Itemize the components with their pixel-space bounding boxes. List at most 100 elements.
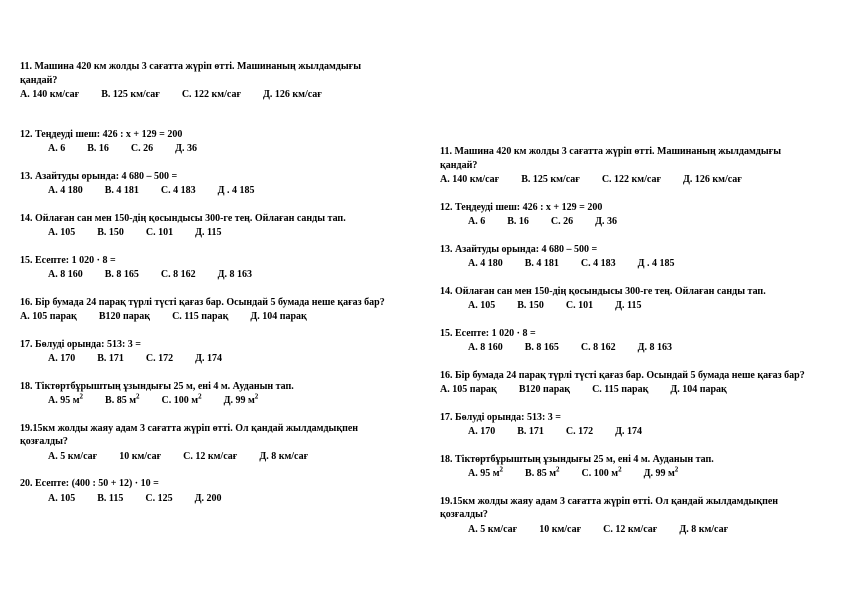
question-text: 13. Азайтуды орында: 4 680 – 500 =	[20, 170, 390, 184]
answer-option: Д. 115	[195, 226, 221, 240]
answer-option: Д. 8 163	[218, 268, 252, 282]
answer-option: A. 105	[48, 226, 75, 240]
answer-options: A. 5 км/сағ 10 км/сағ C. 12 км/сағ Д. 8 км/…	[440, 523, 810, 537]
answer-options: A. 95 м2B. 85 м2C. 100 м2Д. 99 м2	[440, 467, 810, 481]
answer-option: A. 4 180	[468, 257, 503, 271]
answer-options: A. 105B. 150C. 101Д. 115	[20, 226, 390, 240]
answer-option: Д. 99 м2	[224, 394, 259, 408]
answer-option: A. 6	[468, 215, 485, 229]
answer-option: A. 140 км/сағ	[20, 88, 79, 102]
answer-option: A. 140 км/сағ	[440, 173, 499, 187]
question-17: 17. Бөлуді орында: 513: 3 =A. 170 B. 171 C…	[20, 338, 390, 366]
question-text: 18. Тіктөртбұрыштың ұзындығы 25 м, ені 4…	[440, 453, 810, 467]
question-14: 14. Ойлаған сан мен 150-дің қосындысы 30…	[20, 212, 390, 240]
answer-options: A. 6B. 16C. 26Д. 36	[440, 215, 810, 229]
answer-option: C. 172	[566, 425, 593, 439]
answer-option: Д . 4 185	[638, 257, 675, 271]
answer-option: Д. 200	[195, 492, 222, 506]
answer-option: C. 115 парақ	[172, 310, 228, 324]
answer-option: C. 115 парақ	[592, 383, 648, 397]
answer-options: A. 4 180B. 4 181C. 4 183Д . 4 185	[20, 184, 390, 198]
answer-option: B. 8 165	[525, 341, 559, 355]
answer-option: C. 172	[146, 352, 173, 366]
answer-option: C. 8 162	[581, 341, 616, 355]
answer-options: A. 105B. 115C. 125Д. 200	[20, 492, 390, 506]
question-text: 19.15км жолды жаяу адам 3 сағатта жүріп …	[20, 422, 390, 449]
answer-options: A. 140 км/сағB. 125 км/сағC. 122 км/сағД…	[440, 173, 810, 187]
answer-option: C. 8 162	[161, 268, 196, 282]
answer-option: Д . 4 185	[218, 184, 255, 198]
answer-option: C. 122 км/сағ	[602, 173, 661, 187]
question-14: 14. Ойлаған сан мен 150-дің қосындысы 30…	[440, 285, 810, 313]
question-text: 17. Бөлуді орында: 513: 3 =	[440, 411, 810, 425]
answer-options: A. 6 B. 16 C. 26 Д. 36	[20, 142, 390, 156]
column-left: 11. Машина 420 км жолды 3 сағатта жүріп …	[20, 60, 390, 519]
answer-options: A. 170B. 171C. 172Д. 174	[20, 352, 390, 366]
answer-option: Д. 8 км/сағ	[679, 523, 728, 537]
answer-options: A. 5 км/сағ10 км/сағC. 12 км/сағД. 8 км/…	[20, 450, 390, 464]
answer-option: A. 105	[48, 492, 75, 506]
answer-option: Д. 99 м2	[644, 467, 679, 481]
answer-option: B. 4 181	[105, 184, 139, 198]
question-13: 13. Азайтуды орында: 4 680 – 500 =A. 4 1…	[20, 170, 390, 198]
answer-options: A. 140 км/сағ B. 125 км/сағ C. 122 км/сағ Д…	[20, 88, 390, 102]
answer-option: 10 км/сағ	[119, 450, 161, 464]
answer-option: C. 100 м2	[162, 394, 202, 408]
answer-option: B. 171	[517, 425, 544, 439]
answer-options: A. 105 парақB120 парақC. 115 парақД. 104…	[20, 310, 390, 324]
answer-option: B. 16	[87, 142, 109, 156]
answer-options: A. 105 парақB120 парақC. 115 парақД. 104…	[440, 383, 810, 397]
answer-option: 10 км/сағ	[539, 523, 581, 537]
question-text: 13. Азайтуды орында: 4 680 – 500 =	[440, 243, 810, 257]
answer-option: A. 6	[48, 142, 65, 156]
answer-option: B. 125 км/сағ	[521, 173, 580, 187]
answer-options: A. 8 160B. 8 165C. 8 162Д. 8 163	[20, 268, 390, 282]
answer-option: B. 4 181	[525, 257, 559, 271]
question-text: 16. Бір бумада 24 парақ түрлі түсті қаға…	[20, 296, 390, 310]
answer-option: A. 105 парақ	[20, 310, 77, 324]
question-text: 20. Есепте: (400 : 50 + 12) · 10 =	[20, 477, 390, 491]
answer-option: C. 101	[146, 226, 173, 240]
answer-option: A. 95 м2	[48, 394, 83, 408]
answer-option: A. 170	[468, 425, 495, 439]
answer-option: C. 26	[131, 142, 153, 156]
answer-option: C. 4 183	[581, 257, 616, 271]
answer-option: A. 5 км/сағ	[468, 523, 517, 537]
answer-option: B. 125 км/сағ	[101, 88, 160, 102]
question-15: 15. Есепте: 1 020 · 8 =A. 8 160B. 8 165C…	[20, 254, 390, 282]
question-text: 15. Есепте: 1 020 · 8 =	[440, 327, 810, 341]
answer-option: A. 170	[48, 352, 75, 366]
answer-option: Д. 36	[175, 142, 197, 156]
worksheet-page: 11. Машина 420 км жолды 3 сағатта жүріп …	[0, 0, 842, 595]
question-15: 15. Есепте: 1 020 · 8 =A. 8 160B. 8 165C…	[440, 327, 810, 355]
question-18: 18. Тіктөртбұрыштың ұзындығы 25 м, ені 4…	[440, 453, 810, 481]
question-text: 17. Бөлуді орында: 513: 3 =	[20, 338, 390, 352]
question-17: 17. Бөлуді орында: 513: 3 =A. 170 B. 171 C…	[440, 411, 810, 439]
question-19: 19.15км жолды жаяу адам 3 сағатта жүріп …	[440, 495, 810, 537]
answer-option: B. 171	[97, 352, 124, 366]
question-19: 19.15км жолды жаяу адам 3 сағатта жүріп …	[20, 422, 390, 464]
answer-options: A. 4 180 B. 4 181 C. 4 183 Д . 4 185	[440, 257, 810, 271]
question-16: 16. Бір бумада 24 парақ түрлі түсті қаға…	[440, 369, 810, 397]
answer-option: C. 12 км/сағ	[603, 523, 657, 537]
answer-option: B120 парақ	[99, 310, 150, 324]
question-16: 16. Бір бумада 24 парақ түрлі түсті қаға…	[20, 296, 390, 324]
answer-option: Д. 115	[615, 299, 641, 313]
answer-options: A. 8 160B. 8 165C. 8 162Д. 8 163	[440, 341, 810, 355]
question-text: 12. Теңдеуді шеш: 426 : x + 129 = 200	[20, 128, 390, 142]
question-text: 14. Ойлаған сан мен 150-дің қосындысы 30…	[440, 285, 810, 299]
answer-option: C. 122 км/сағ	[182, 88, 241, 102]
question-text: 15. Есепте: 1 020 · 8 =	[20, 254, 390, 268]
question-text: 19.15км жолды жаяу адам 3 сағатта жүріп …	[440, 495, 810, 522]
answer-option: B. 85 м2	[105, 394, 139, 408]
answer-option: C. 26	[551, 215, 573, 229]
answer-option: Д. 126 км/сағ	[263, 88, 322, 102]
answer-option: A. 105 парақ	[440, 383, 497, 397]
column-right: 11. Машина 420 км жолды 3 сағатта жүріп …	[440, 145, 810, 550]
answer-options: A. 105B. 150C. 101Д. 115	[440, 299, 810, 313]
answer-options: A. 170B. 171C. 172Д. 174	[440, 425, 810, 439]
answer-option: C. 12 км/сағ	[183, 450, 237, 464]
question-text: 18. Тіктөртбұрыштың ұзындығы 25 м, ені 4…	[20, 380, 390, 394]
answer-option: A. 4 180	[48, 184, 83, 198]
answer-option: C. 125	[145, 492, 172, 506]
